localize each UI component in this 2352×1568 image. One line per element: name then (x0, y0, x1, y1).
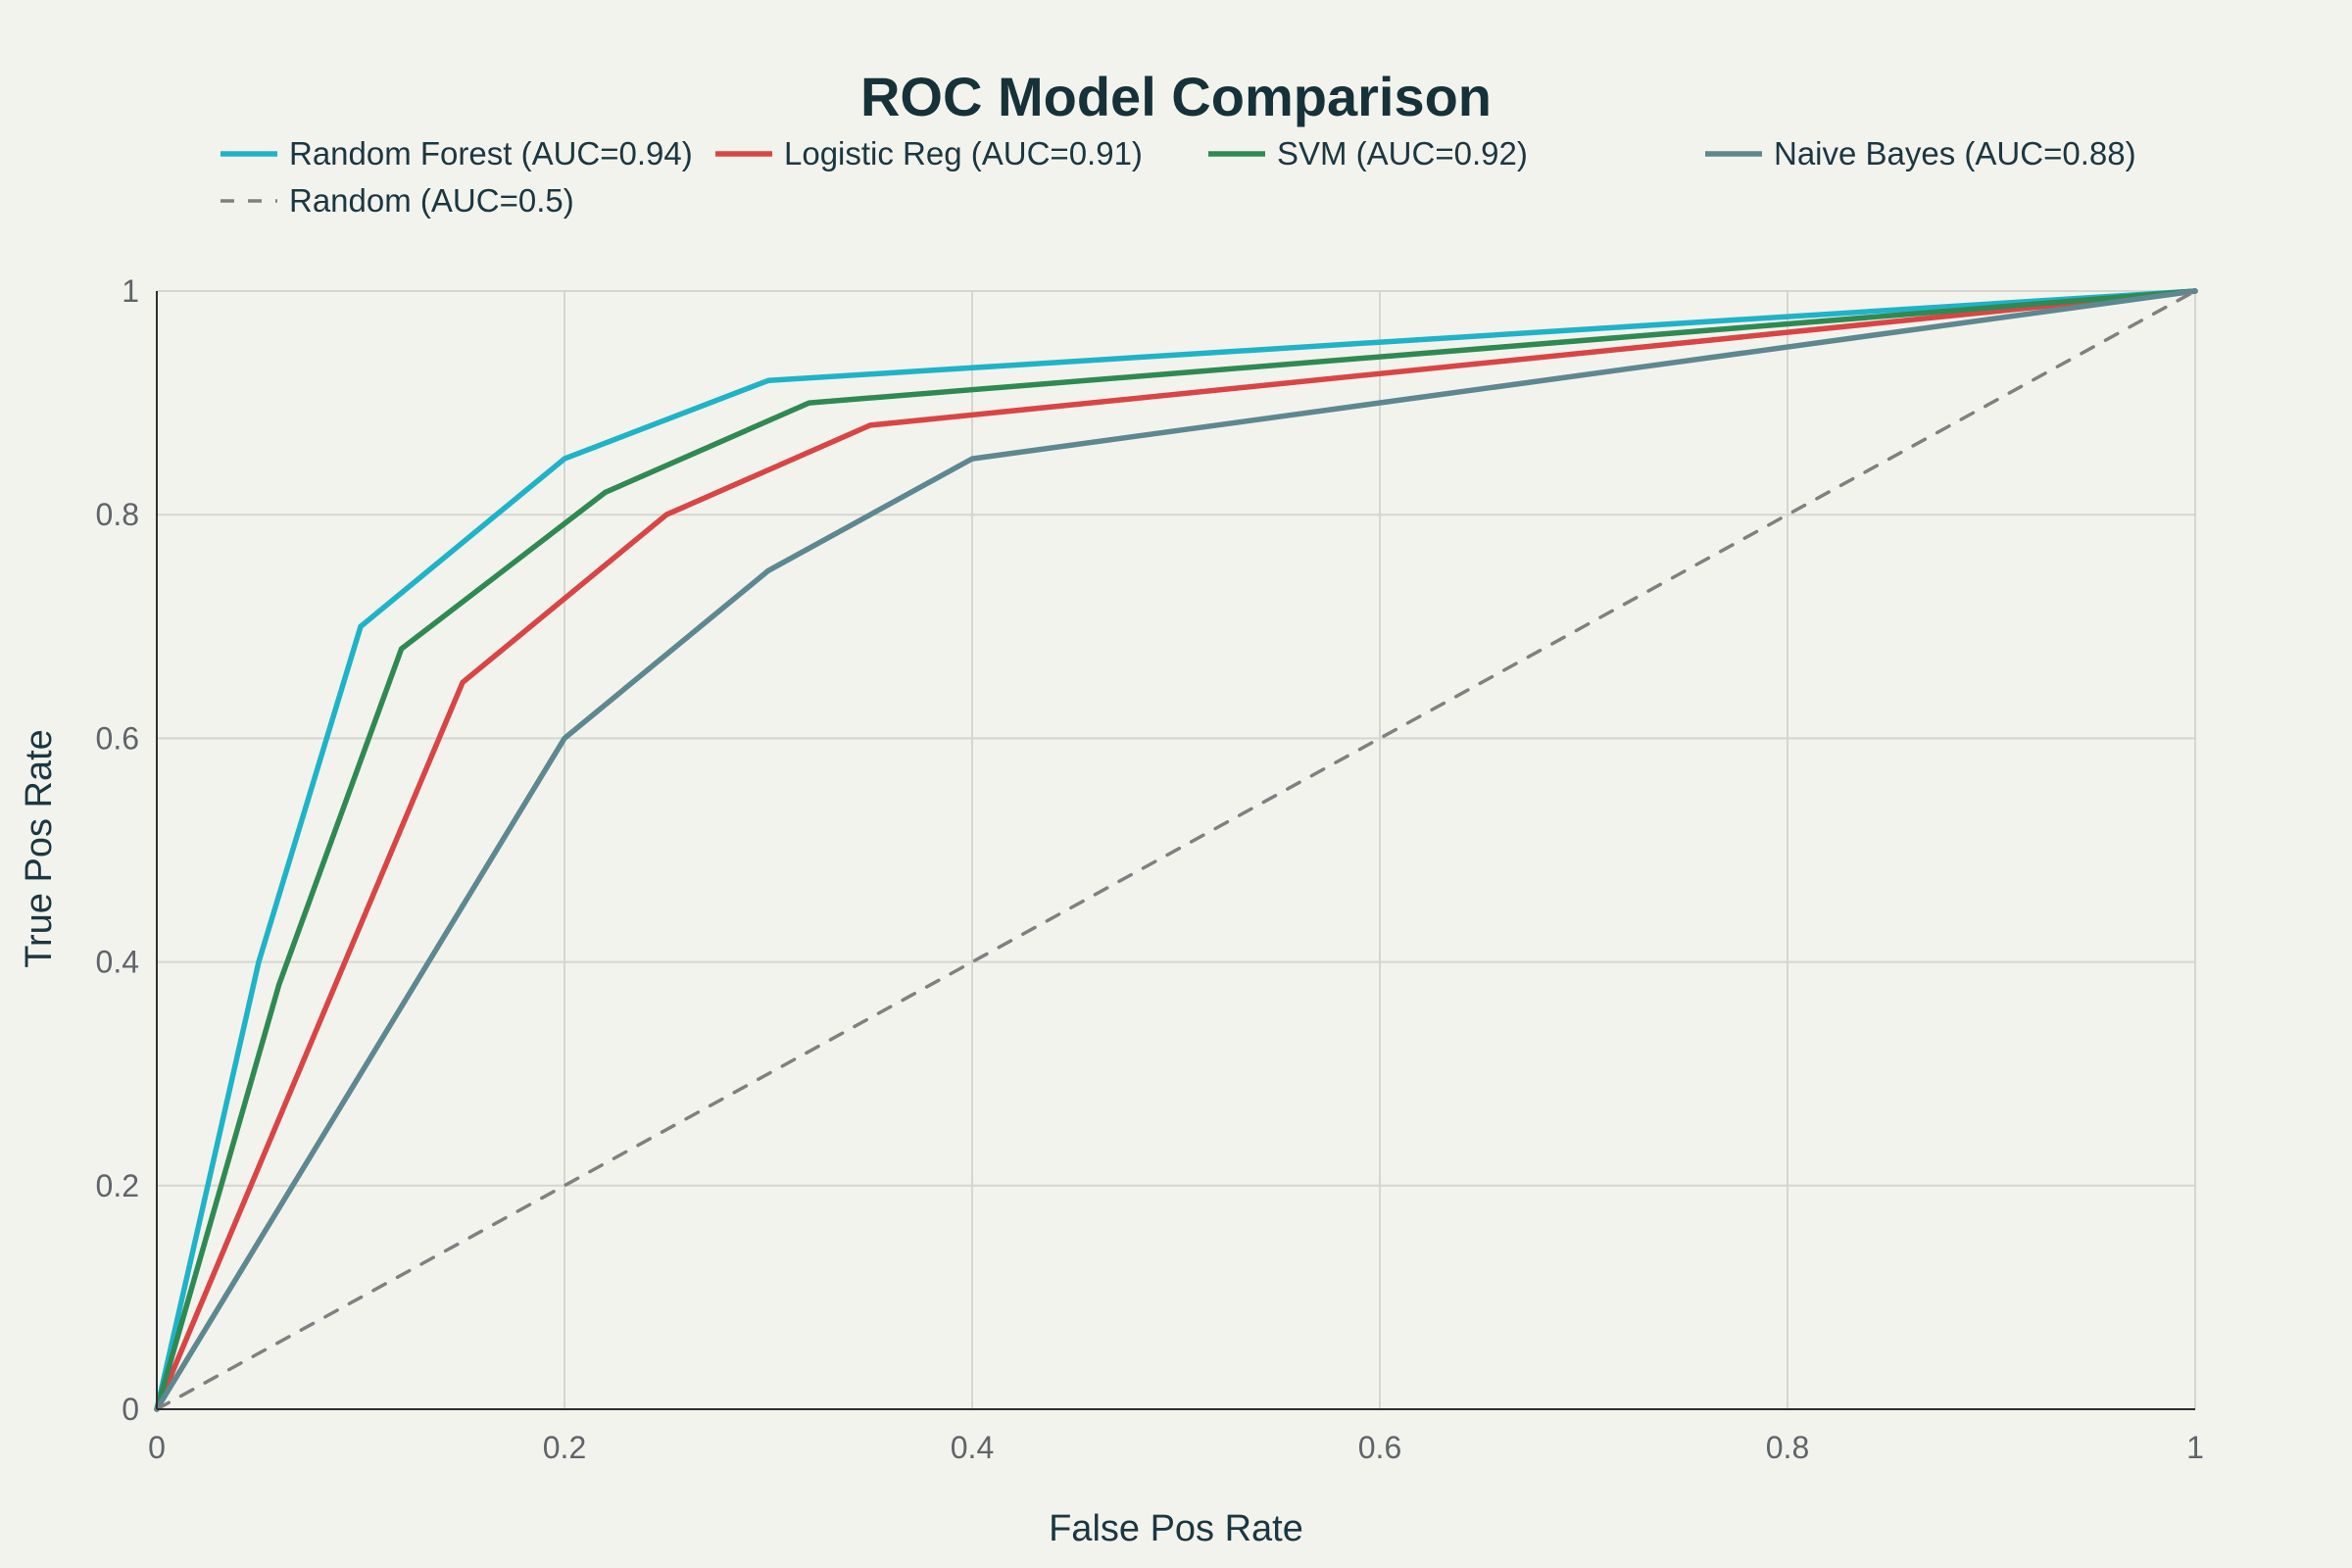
legend-label: SVM (AUC=0.92) (1277, 135, 1528, 172)
series-line-4 (155, 289, 2197, 1411)
x-tick-label: 0.4 (951, 1430, 994, 1465)
y-tick-label: 0.8 (96, 497, 139, 532)
tick-labels: 0 0.2 0.4 0.6 0.8 1 0 0.2 0.4 0.6 0.8 1 (96, 273, 2204, 1465)
legend-item-0[interactable]: Random Forest (AUC=0.94) (220, 135, 693, 172)
legend-item-3[interactable]: Naive Bayes (AUC=0.88) (1705, 135, 2136, 172)
y-tick-label: 0.2 (96, 1168, 139, 1203)
y-tick-label: 0.4 (96, 945, 139, 980)
x-tick-label: 0.8 (1766, 1430, 1809, 1465)
legend-label: Naive Bayes (AUC=0.88) (1774, 135, 2136, 172)
y-tick-label: 0.6 (96, 720, 139, 756)
legend-label: Random (AUC=0.5) (289, 182, 574, 219)
series-lines (154, 288, 2198, 1412)
axes (156, 291, 2195, 1410)
legend: Random Forest (AUC=0.94) Logistic Reg (AU… (220, 135, 2136, 219)
y-tick-label: 0 (122, 1392, 139, 1427)
legend-label: Logistic Reg (AUC=0.91) (784, 135, 1143, 172)
x-tick-label: 0 (148, 1430, 166, 1465)
chart-title: ROC Model Comparison (860, 66, 1492, 127)
y-axis-title: True Pos Rate (19, 729, 60, 968)
legend-item-1[interactable]: Logistic Reg (AUC=0.91) (715, 135, 1143, 172)
series-line-2 (154, 288, 2198, 1412)
legend-item-4[interactable]: Random (AUC=0.5) (220, 182, 574, 219)
y-tick-label: 1 (122, 273, 139, 309)
legend-item-2[interactable]: SVM (AUC=0.92) (1208, 135, 1528, 172)
series-line-0 (154, 288, 2198, 1412)
x-axis-title: False Pos Rate (1049, 1508, 1303, 1549)
x-tick-label: 1 (2186, 1430, 2204, 1465)
legend-label: Random Forest (AUC=0.94) (289, 135, 693, 172)
x-tick-label: 0.2 (543, 1430, 586, 1465)
series-line-1 (154, 288, 2198, 1412)
series-line-3 (154, 288, 2198, 1412)
x-tick-label: 0.6 (1358, 1430, 1401, 1465)
